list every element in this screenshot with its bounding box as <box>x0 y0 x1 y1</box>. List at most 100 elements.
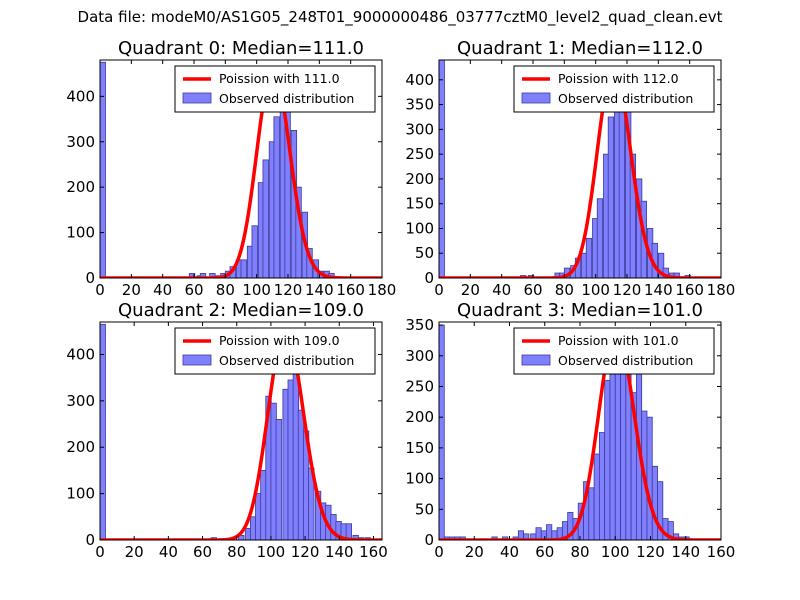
y-tick-label: 150 <box>405 439 434 457</box>
histogram-bar <box>292 370 299 540</box>
x-tick-label: 120 <box>636 543 665 561</box>
x-tick-label: 20 <box>465 543 484 561</box>
y-tick-label: 250 <box>405 145 434 163</box>
subplot-title: Quadrant 1: Median=112.0 <box>457 38 703 59</box>
legend-frame <box>513 327 715 375</box>
plot-area <box>100 61 382 278</box>
subplot-title: Quadrant 0: Median=111.0 <box>118 38 364 59</box>
x-tick-label: 60 <box>193 543 212 561</box>
poisson-curve <box>439 329 721 540</box>
histogram-bar <box>282 388 289 540</box>
legend-bar-swatch <box>521 354 551 366</box>
x-tick-label: 80 <box>216 281 235 299</box>
x-tick-label: 160 <box>359 543 388 561</box>
axes-frame <box>438 59 722 279</box>
y-tick-label: 50 <box>415 244 434 262</box>
y-tick-label: 200 <box>405 170 434 188</box>
histogram-bar <box>297 409 305 540</box>
y-tick-label: 300 <box>66 392 95 410</box>
x-tick-label: 160 <box>707 543 736 561</box>
x-tick-label: 80 <box>227 543 246 561</box>
y-tick-label: 300 <box>405 120 434 138</box>
y-tick-label: 0 <box>424 531 434 549</box>
x-tick-label: 140 <box>325 543 354 561</box>
x-tick-label: 140 <box>671 543 700 561</box>
histogram-bar <box>535 527 542 540</box>
x-tick-label: 60 <box>535 543 554 561</box>
histogram-bar <box>240 259 247 278</box>
legend-bar-swatch <box>182 354 212 366</box>
legend-frame <box>513 65 715 113</box>
x-tick-label: 120 <box>613 281 642 299</box>
x-tick-label: 40 <box>500 543 519 561</box>
plot-area <box>439 60 721 278</box>
legend-curve-label: Poission with 101.0 <box>558 333 679 348</box>
y-tick-label: 150 <box>405 195 434 213</box>
x-tick-label: 100 <box>601 543 630 561</box>
y-tick-label: 300 <box>66 133 95 151</box>
subplot-quadrant-1: 0 20 40 60 80 100 120 140 160 1800501001502002503… <box>405 38 735 299</box>
y-tick-label: 100 <box>66 224 95 242</box>
histogram-bar <box>614 355 621 540</box>
subplot-quadrant-3: 0 20 40 60 80 100 120 140 160 0 50 100 150 200 250 300 3… <box>405 300 735 561</box>
x-tick-label: 100 <box>257 543 286 561</box>
legend-curve-label: Poission with 112.0 <box>558 71 679 86</box>
x-tick-label: 100 <box>242 281 271 299</box>
y-tick-label: 200 <box>66 438 95 456</box>
legend-bar-label: Observed distribution <box>558 91 693 106</box>
histogram-bar <box>100 323 106 540</box>
histogram-bar <box>618 89 626 278</box>
legend-frame <box>174 327 376 375</box>
legend-frame <box>174 65 376 113</box>
y-tick-label: 400 <box>66 345 95 363</box>
histogram-bar <box>657 252 665 278</box>
y-tick-label: 0 <box>85 269 95 287</box>
histogram-bar <box>209 273 216 278</box>
x-tick-label: 0 <box>95 543 105 561</box>
histogram-bar <box>244 528 252 540</box>
axes-frame <box>99 321 383 541</box>
y-tick-label: 50 <box>415 500 434 518</box>
legend-bar-swatch <box>521 92 551 104</box>
histogram-bar <box>287 379 294 540</box>
legend: Poission with 101.0 Observed distribution <box>513 327 715 375</box>
legend-bar-swatch <box>182 92 212 104</box>
histogram-bars <box>439 60 691 278</box>
histogram-bar <box>249 516 257 540</box>
figure-title: Data file: modeM0/AS1G05_248T01_90000004… <box>77 8 723 26</box>
y-tick-label: 100 <box>405 470 434 488</box>
x-tick-label: 80 <box>555 281 574 299</box>
histogram-bar <box>629 153 637 278</box>
subplot-quadrant-2: 0 20 40 60 80 100 120 140 160 0 100 200 300 400 Quadra… <box>66 300 387 561</box>
legend-bar-label: Observed distribution <box>558 353 693 368</box>
x-tick-label: 0 <box>434 543 444 561</box>
y-tick-label: 250 <box>405 377 434 395</box>
histogram-bar <box>273 116 280 278</box>
y-tick-label: 350 <box>405 316 434 334</box>
x-tick-label: 0 <box>434 281 444 299</box>
x-tick-label: 40 <box>492 281 511 299</box>
y-tick-label: 400 <box>405 71 434 89</box>
histogram-bar <box>598 432 606 540</box>
x-tick-label: 0 <box>95 281 105 299</box>
subplot-title: Quadrant 3: Median=101.0 <box>457 300 703 321</box>
x-tick-label: 100 <box>581 281 610 299</box>
histogram-bar <box>604 379 611 540</box>
histogram-bar <box>270 402 277 540</box>
y-tick-label: 100 <box>405 219 434 237</box>
x-tick-label: 80 <box>570 543 589 561</box>
histogram-bar <box>593 453 600 540</box>
histogram-bar <box>585 237 593 278</box>
subplot-title: Quadrant 2: Median=109.0 <box>118 300 364 321</box>
y-tick-label: 100 <box>66 485 95 503</box>
x-tick-label: 140 <box>644 281 673 299</box>
y-tick-label: 300 <box>405 347 434 365</box>
histogram-bar <box>260 470 267 540</box>
histogram-bar <box>588 487 595 540</box>
histogram-bar <box>596 198 604 278</box>
legend: Poission with 112.0 Observed distribution <box>513 65 715 113</box>
histogram-bar <box>255 493 262 540</box>
x-tick-label: 160 <box>336 281 365 299</box>
histogram-bar <box>188 273 196 278</box>
